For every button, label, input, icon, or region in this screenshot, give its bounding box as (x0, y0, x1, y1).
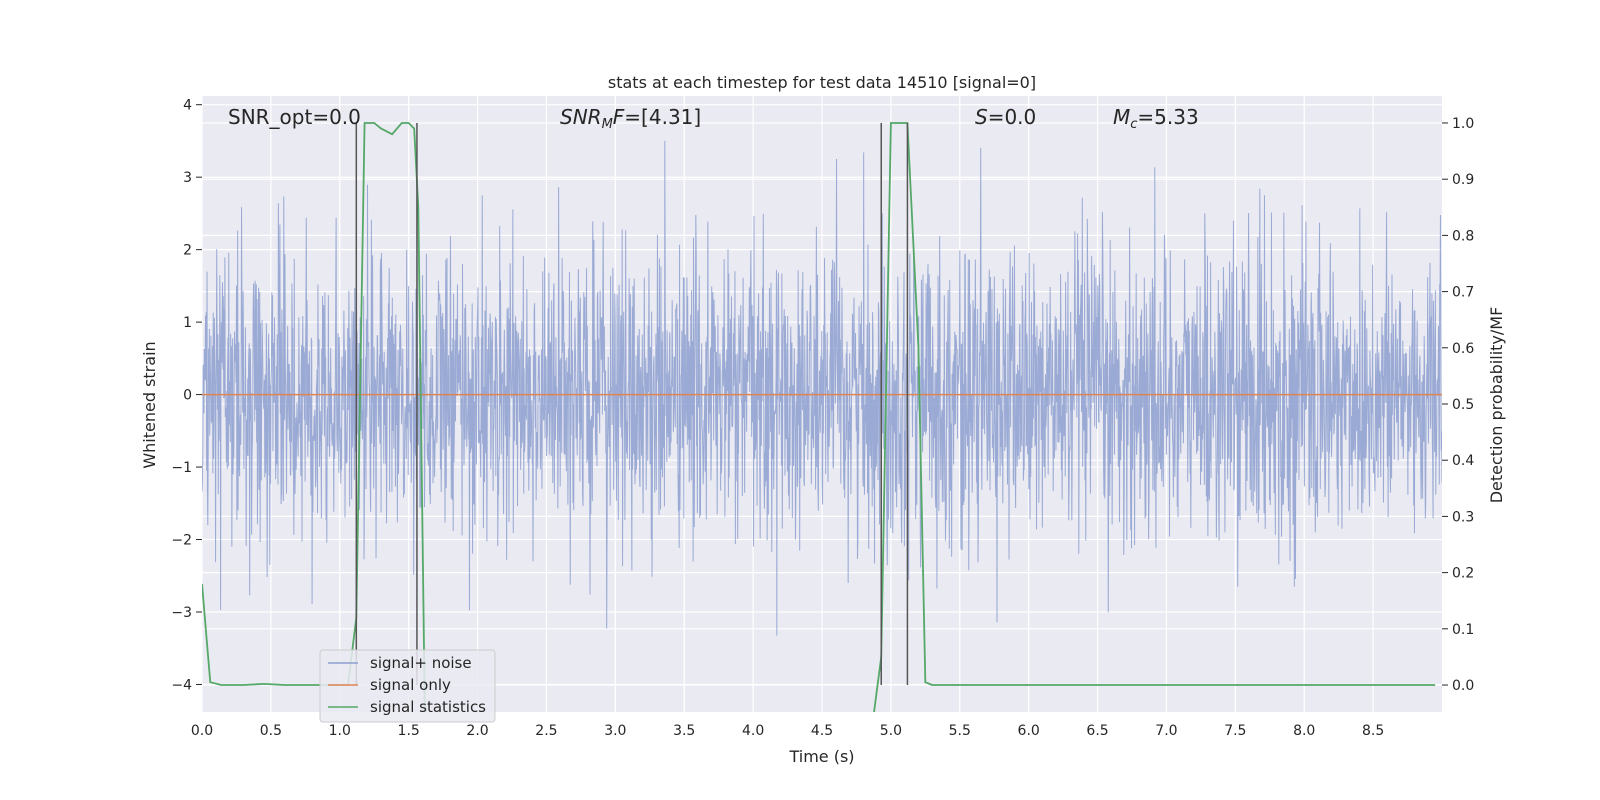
y-left-tick-label: −1 (171, 460, 192, 476)
y-left-tick-label: 3 (183, 170, 192, 186)
x-tick-label: 1.5 (398, 723, 420, 739)
x-tick-label: 2.5 (535, 723, 557, 739)
x-tick-label: 6.0 (1018, 723, 1040, 739)
y-right-tick-label: 0.1 (1452, 622, 1474, 638)
x-tick-label: 2.0 (466, 723, 488, 739)
y-axis-label-left: Whitened strain (140, 341, 159, 468)
y-left-tick-label: −2 (171, 533, 192, 549)
y-right-tick-label: 0.4 (1452, 453, 1474, 469)
y-left-tick-label: −4 (171, 677, 192, 693)
x-tick-label: 7.0 (1155, 723, 1177, 739)
x-tick-label: 0.5 (260, 723, 282, 739)
x-tick-label: 3.0 (604, 723, 626, 739)
annotations: SNR_opt=0.0 SNRMF=[4.31] S=0.0 Mc=5.33 (228, 105, 1199, 132)
x-tick-label: 4.0 (742, 723, 764, 739)
y-right-tick-label: 0.6 (1452, 341, 1474, 357)
x-tick-label: 0.0 (191, 723, 213, 739)
legend-label-signal-statistics: signal statistics (370, 698, 486, 716)
y-right-tick-label: 0.5 (1452, 397, 1474, 413)
y-right-tick-label: 0.0 (1452, 678, 1474, 694)
x-tick-label: 4.5 (811, 723, 833, 739)
x-tick-label: 7.5 (1224, 723, 1246, 739)
x-tick-label: 1.0 (329, 723, 351, 739)
y-left-tick-label: 4 (183, 98, 192, 114)
x-axis-label: Time (s) (788, 747, 854, 766)
annotation-s: S=0.0 (975, 105, 1036, 129)
y-right-tick-label: 0.3 (1452, 509, 1474, 525)
y-right-tick-label: 0.9 (1452, 172, 1474, 188)
y-left-tick-label: 0 (183, 388, 192, 404)
annotation-mc: Mc=5.33 (1113, 105, 1199, 132)
y-right-tick-label: 0.7 (1452, 285, 1474, 301)
x-tick-label: 5.5 (949, 723, 971, 739)
y-right-tick-label: 1.0 (1452, 116, 1474, 132)
chart-title: stats at each timestep for test data 145… (608, 73, 1036, 92)
x-tick-label: 8.5 (1362, 723, 1384, 739)
series-signal-statistics (202, 122, 1436, 712)
annotation-snr-opt: SNR_opt=0.0 (228, 105, 361, 129)
y-left-tick-label: 2 (183, 243, 192, 259)
data-area (202, 122, 1442, 712)
x-tick-label: 3.5 (673, 723, 695, 739)
axes: 0.0 0.5 1.0 1.5 2.0 2.5 3.0 3.5 4.0 4.5 5.0 5.5 6.0 6… (171, 98, 1474, 739)
legend-box (319, 649, 496, 723)
x-tick-label: 6.5 (1086, 723, 1108, 739)
x-tick-label: 8.0 (1293, 723, 1315, 739)
y-right-tick-label: 0.2 (1452, 566, 1474, 582)
legend: signal+ noise signal only signal statist… (319, 649, 496, 723)
y-right-tick-label: 0.8 (1452, 228, 1474, 244)
legend-label-signal-noise: signal+ noise (370, 654, 472, 672)
series-signal-noise (202, 140, 1442, 636)
x-tick-label: 5.0 (880, 723, 902, 739)
annotation-snr-mf: SNRMF=[4.31] (560, 105, 701, 132)
y-left-tick-label: 1 (183, 315, 192, 331)
y-left-tick-label: −3 (171, 605, 192, 621)
y-axis-label-right: Detection probability/MF (1487, 307, 1506, 504)
legend-label-signal-only: signal only (370, 676, 451, 694)
